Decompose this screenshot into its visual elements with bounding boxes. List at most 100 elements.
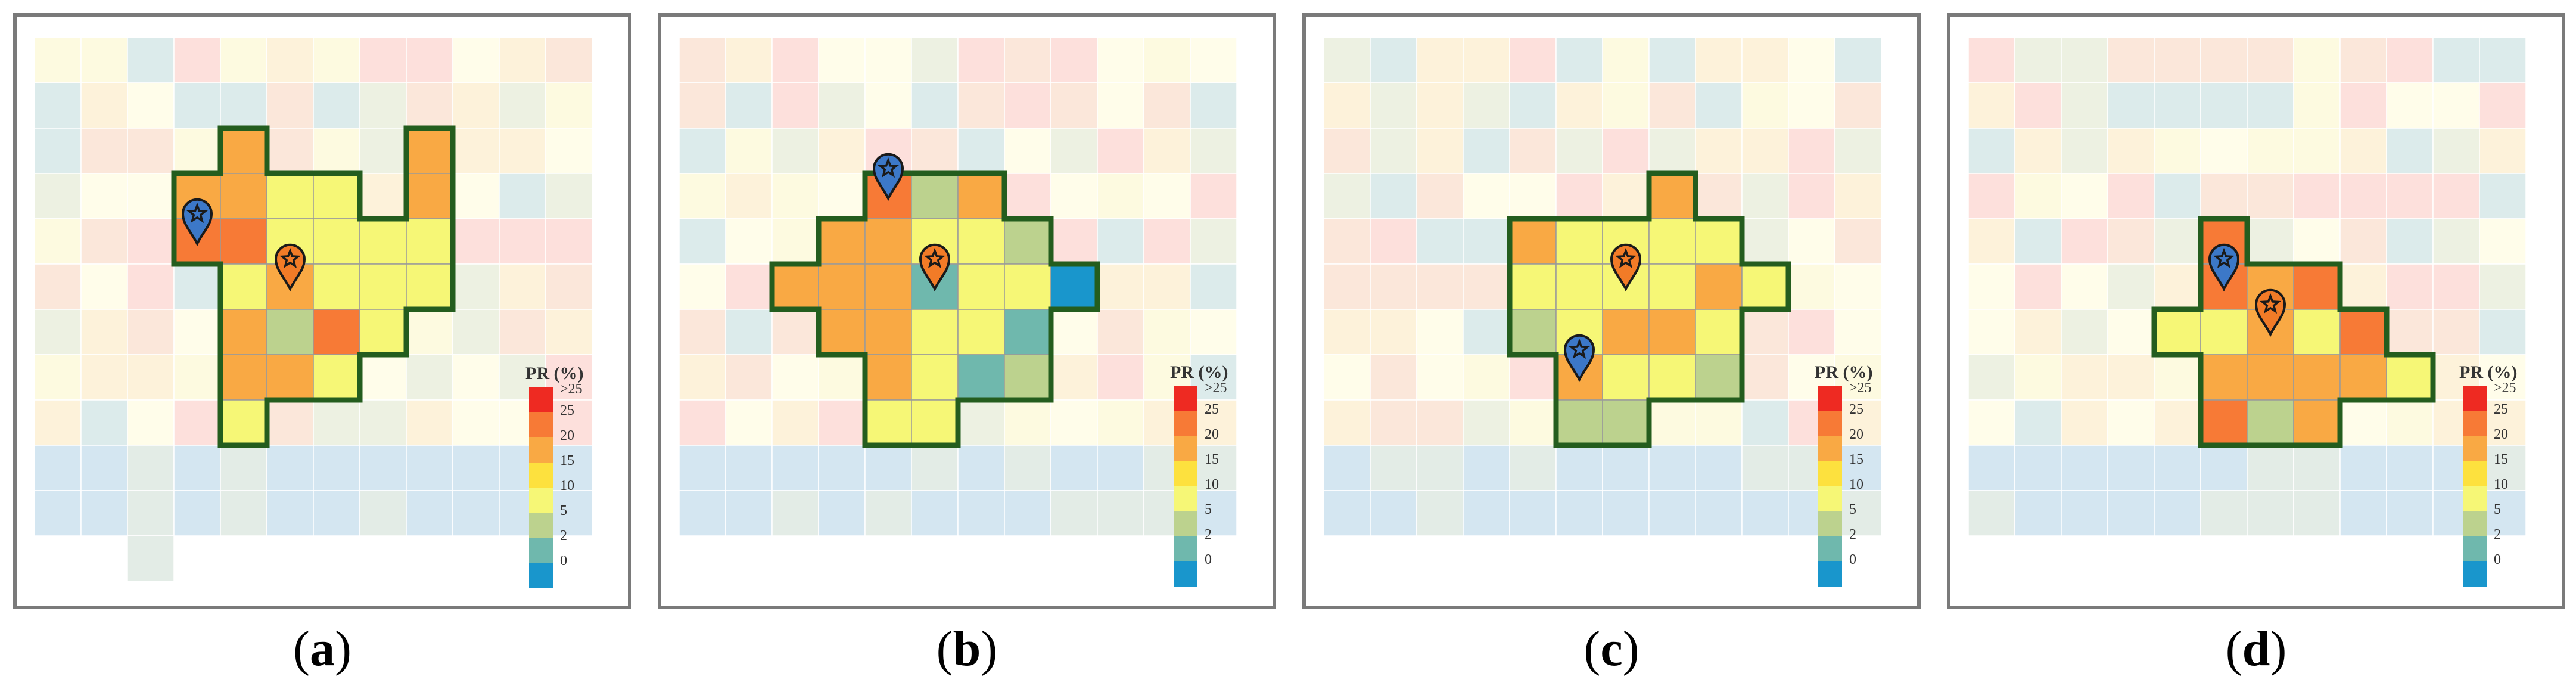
background-cell: [2154, 490, 2201, 536]
background-cell: [2293, 490, 2341, 536]
background-cell: [1004, 128, 1051, 174]
background-cell: [1097, 82, 1144, 129]
background-cell: [266, 399, 314, 446]
background-cell: [1050, 399, 1098, 446]
background-cell: [1097, 445, 1144, 491]
background-cell: [1968, 490, 2015, 536]
region-cell: [864, 399, 912, 446]
legend-tick: 5: [560, 503, 567, 519]
background-cell: [1416, 173, 1464, 219]
legend-swatch: [1174, 511, 1197, 536]
legend-swatch: [1818, 511, 1842, 536]
background-cell: [1602, 37, 1650, 83]
region-cell: [911, 173, 959, 219]
legend-swatch: [2463, 386, 2487, 411]
background-cell: [1323, 173, 1371, 219]
region-cell: [406, 263, 453, 310]
background-cell: [1463, 309, 1510, 355]
background-cell: [545, 37, 593, 83]
background-cell: [220, 490, 267, 536]
background-cell: [771, 128, 819, 174]
background-cell: [313, 399, 360, 446]
background-cell: [127, 128, 175, 174]
background-cell: [1602, 128, 1650, 174]
background-cell: [406, 354, 453, 401]
background-cell: [545, 218, 593, 265]
background-cell: [2247, 173, 2294, 219]
background-cell: [1463, 218, 1510, 265]
region-cell: [2247, 399, 2294, 446]
background-cell: [1741, 445, 1789, 491]
background-cell: [1741, 173, 1789, 219]
background-cell: [2014, 263, 2062, 310]
background-cell: [771, 399, 819, 446]
region-cell: [864, 309, 912, 355]
background-cell: [725, 37, 773, 83]
background-cell: [545, 128, 593, 174]
background-cell: [771, 37, 819, 83]
background-cell: [1323, 354, 1371, 401]
background-cell: [452, 354, 500, 401]
background-cell: [2339, 218, 2387, 265]
background-cell: [266, 82, 314, 129]
background-cell: [1416, 263, 1464, 310]
background-cell: [725, 263, 773, 310]
background-cell: [1834, 128, 1882, 174]
background-cell: [1788, 263, 1835, 310]
star-icon: [2260, 293, 2281, 314]
background-cell: [127, 263, 175, 310]
background-cell: [679, 128, 726, 174]
background-cell: [2107, 399, 2155, 446]
legend-tick: 25: [1849, 402, 1863, 417]
background-cell: [406, 490, 453, 536]
background-cell: [679, 490, 726, 536]
background-cell: [1834, 82, 1882, 129]
background-cell: [679, 399, 726, 446]
background-cell: [80, 354, 128, 401]
background-cell: [1695, 445, 1743, 491]
background-cell: [2432, 173, 2480, 219]
background-cell: [1004, 490, 1051, 536]
legend-tick: 15: [2494, 452, 2508, 467]
background-cell: [127, 535, 175, 582]
region-cell: [313, 173, 360, 219]
background-cell: [1050, 309, 1098, 355]
background-cell: [1834, 263, 1882, 310]
background-cell: [1004, 399, 1051, 446]
background-cell: [2154, 37, 2201, 83]
background-cell: [266, 37, 314, 83]
background-cell: [2432, 263, 2480, 310]
background-cell: [80, 173, 128, 219]
legend-tick: 25: [2494, 402, 2508, 417]
background-cell: [1004, 445, 1051, 491]
background-cell: [1097, 490, 1144, 536]
legend-swatch: [2463, 511, 2487, 536]
background-cell: [1050, 128, 1098, 174]
background-cell: [2247, 128, 2294, 174]
legend-tick: 10: [1849, 477, 1863, 492]
legend-tick: 10: [1205, 477, 1219, 492]
background-cell: [1741, 37, 1789, 83]
region-cell: [359, 218, 407, 265]
background-cell: [1834, 399, 1882, 446]
background-cell: [127, 37, 175, 83]
background-cell: [2432, 218, 2480, 265]
background-cell: [220, 445, 267, 491]
background-cell: [452, 128, 500, 174]
legend-tick: >25: [1205, 380, 1227, 396]
background-cell: [1648, 82, 1696, 129]
background-cell: [864, 82, 912, 129]
background-cell: [911, 37, 959, 83]
background-cell: [80, 445, 128, 491]
region-cell: [2339, 354, 2387, 401]
background-cell: [1463, 399, 1510, 446]
background-cell: [1602, 173, 1650, 219]
region-cells: [1509, 173, 1789, 446]
legend-tick: 0: [2494, 552, 2501, 567]
background-cell: [2293, 37, 2341, 83]
legend-swatch: [2463, 436, 2487, 461]
region-cell: [2200, 399, 2248, 446]
background-cell: [1190, 263, 1237, 310]
